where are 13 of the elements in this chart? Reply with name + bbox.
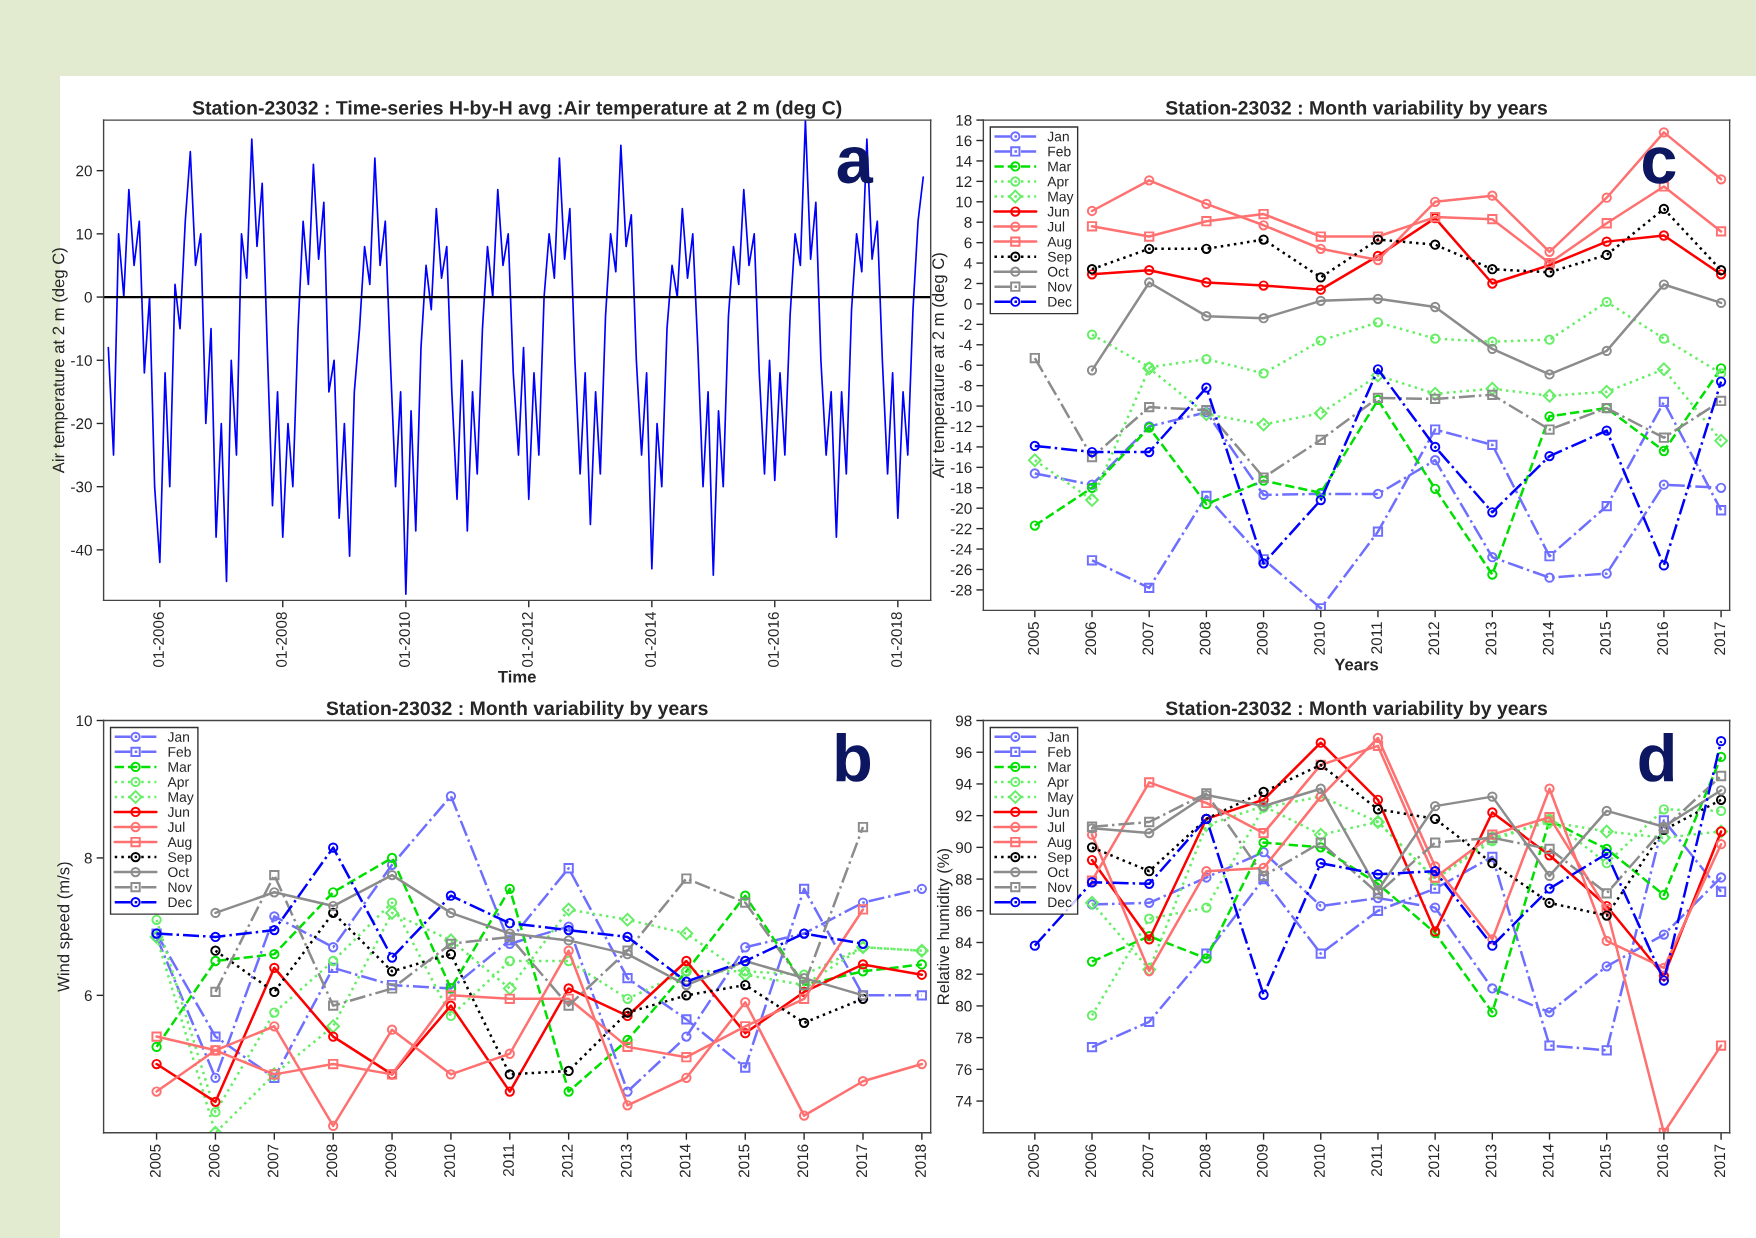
x-axis-title: Time	[498, 670, 536, 683]
x-axis-title: Years	[1334, 658, 1379, 671]
y-axis-title: Air temperature at 2 m (deg C)	[52, 248, 68, 474]
chart-title: Station-23032 : Time-series H-by-H avg :Air temperature at 2 m (deg C)	[192, 100, 842, 119]
chart-title: Station-23032 : Month variability by years	[326, 700, 708, 719]
y-axis-title: Air temperature at 2 m (deg C)	[931, 253, 948, 479]
y-axis-title: Wind speed (m/s)	[57, 862, 73, 992]
chart-title: Station-23032 : Month variability by years	[1165, 100, 1547, 119]
chart-title: Station-23032 : Month variability by years	[1165, 700, 1547, 719]
y-axis-title: Relative humidity (%)	[936, 848, 953, 1004]
annotation: c	[1642, 147, 1676, 184]
annotation: d	[1639, 732, 1674, 782]
annotation: b	[836, 732, 871, 782]
